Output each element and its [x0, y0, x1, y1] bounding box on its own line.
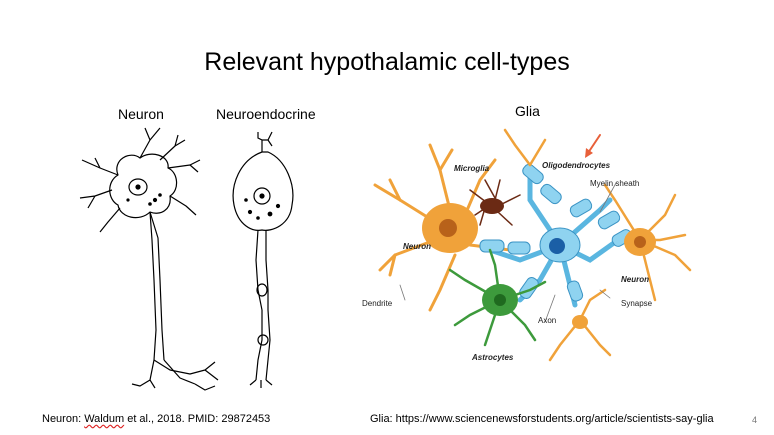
label-myelin-sheath: Myelin sheath [590, 179, 640, 188]
label-astrocytes: Astrocytes [472, 353, 514, 362]
label-neuron-left: Neuron [403, 242, 431, 251]
label-synapse: Synapse [621, 299, 653, 308]
slide-title: Relevant hypothalamic cell-types [204, 48, 570, 76]
label-microglia: Microglia [454, 164, 490, 173]
label-neuron-right: Neuron [621, 275, 649, 284]
author-name: Waldum [84, 413, 125, 425]
header-neuron: Neuron [118, 106, 164, 122]
footer-citation-neuron: Neuron: Waldum et al., 2018. PMID: 29872… [42, 413, 271, 425]
label-dendrite: Dendrite [362, 299, 393, 308]
label-oligodendrocytes: Oligodendrocytes [542, 161, 611, 170]
page-number: 4 [752, 415, 758, 425]
header-glia: Glia [515, 103, 540, 119]
footer-citation-glia: Glia: https://www.sciencenewsforstudents… [370, 413, 714, 425]
header-neuroendocrine: Neuroendocrine [216, 106, 316, 122]
label-axon: Axon [538, 316, 557, 325]
